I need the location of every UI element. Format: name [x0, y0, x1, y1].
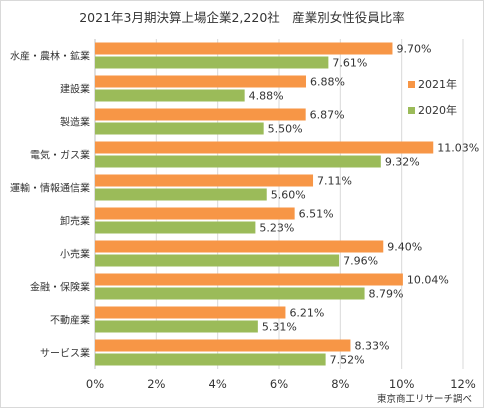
bar-2021 — [95, 207, 295, 220]
bar-2021 — [95, 240, 384, 253]
bar-2020 — [95, 155, 381, 168]
data-label-2020: 8.79% — [369, 288, 404, 301]
x-tick-label: 0% — [86, 377, 104, 391]
data-label-2020: 5.50% — [268, 123, 303, 136]
data-label-2021: 8.33% — [354, 340, 389, 353]
data-label-2021: 9.40% — [387, 241, 422, 254]
category-label: 製造業 — [60, 116, 90, 129]
data-label-2021: 6.21% — [289, 307, 324, 320]
bar-2021 — [95, 306, 286, 319]
bar-2021 — [95, 339, 351, 352]
bar-2021 — [95, 75, 306, 88]
data-label-2021: 11.03% — [437, 142, 479, 155]
bar-2020 — [95, 122, 264, 135]
data-label-2020: 7.52% — [330, 354, 365, 367]
legend-label-2021: 2021年 — [418, 78, 457, 91]
data-label-2021: 9.70% — [396, 43, 431, 56]
chart-title: 2021年3月期決算上場企業2,220社 産業別女性役員比率 — [79, 10, 405, 25]
data-label-2020: 5.31% — [262, 321, 297, 334]
bar-2021 — [95, 42, 393, 55]
bar-2020 — [95, 320, 258, 333]
category-label: 小売業 — [60, 248, 90, 261]
legend-item-2020: 2020年 — [408, 102, 457, 118]
legend-label-2020: 2020年 — [418, 104, 457, 117]
data-label-2021: 7.11% — [317, 175, 352, 188]
legend-swatch-2021 — [408, 80, 415, 88]
legend: 2021年 2020年 — [408, 76, 457, 128]
x-tick-label: 8% — [331, 377, 349, 391]
category-label: 運輸・情報通信業 — [10, 182, 90, 195]
category-label: 水産・農林・鉱業 — [10, 50, 90, 63]
data-label-2021: 6.88% — [310, 76, 345, 89]
data-label-2020: 7.96% — [343, 255, 378, 268]
x-tick-label: 6% — [270, 377, 288, 391]
x-tick-label: 12% — [450, 377, 476, 391]
bar-2020 — [95, 254, 340, 267]
bar-2021 — [95, 108, 306, 121]
category-label: 卸売業 — [60, 215, 90, 228]
data-label-2021: 6.51% — [299, 208, 334, 221]
bar-2020 — [95, 188, 267, 201]
bar-2020 — [95, 353, 326, 366]
x-tick-label: 2% — [147, 377, 165, 391]
legend-swatch-2020 — [408, 106, 415, 114]
x-tick-label: 10% — [389, 377, 415, 391]
data-label-2020: 5.23% — [259, 222, 294, 235]
data-label-2021: 10.04% — [407, 274, 449, 287]
category-label: 電気・ガス業 — [30, 149, 90, 162]
bar-2020 — [95, 221, 256, 234]
bar-2020 — [95, 56, 329, 69]
category-label: 不動産業 — [50, 314, 90, 327]
category-label: サービス業 — [40, 347, 90, 360]
legend-item-2021: 2021年 — [408, 76, 457, 92]
bar-2021 — [95, 273, 403, 286]
category-label: 建設業 — [60, 83, 90, 96]
bar-2021 — [95, 174, 314, 187]
data-label-2021: 6.87% — [310, 109, 345, 122]
data-label-2020: 7.61% — [332, 57, 367, 70]
bar-2020 — [95, 287, 365, 300]
source-credit: 東京商工リサーチ調べ — [376, 394, 472, 405]
bar-2021 — [95, 141, 434, 154]
data-label-2020: 9.32% — [385, 156, 420, 169]
category-label: 金融・保険業 — [30, 281, 90, 294]
bar-2020 — [95, 89, 245, 102]
data-label-2020: 4.88% — [249, 90, 284, 103]
data-label-2020: 5.60% — [271, 189, 306, 202]
x-tick-label: 4% — [209, 377, 227, 391]
